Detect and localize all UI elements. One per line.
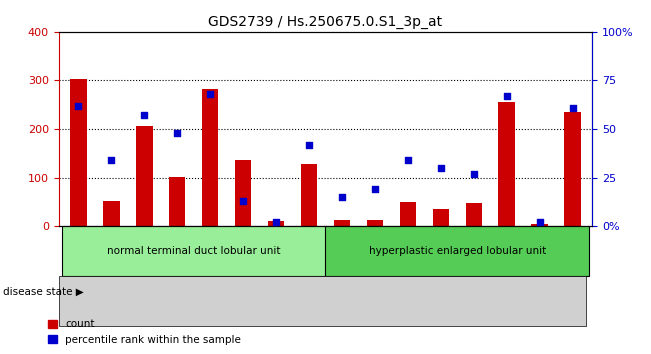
Bar xyxy=(400,202,416,226)
Text: normal terminal duct lobular unit: normal terminal duct lobular unit xyxy=(107,246,281,256)
Bar xyxy=(169,177,186,226)
Point xyxy=(501,93,512,99)
Text: GSM177456: GSM177456 xyxy=(140,230,149,277)
Bar xyxy=(465,203,482,226)
Point xyxy=(139,113,150,118)
Bar xyxy=(433,209,449,226)
Point xyxy=(304,142,314,147)
Point xyxy=(534,219,545,225)
Point xyxy=(106,157,117,163)
Bar xyxy=(235,160,251,226)
Text: disease state ▶: disease state ▶ xyxy=(3,287,84,297)
Bar xyxy=(70,79,87,226)
Text: GSM177449: GSM177449 xyxy=(436,230,445,277)
Bar xyxy=(301,165,317,226)
Text: GSM177453: GSM177453 xyxy=(568,230,577,277)
Title: GDS2739 / Hs.250675.0.S1_3p_at: GDS2739 / Hs.250675.0.S1_3p_at xyxy=(208,16,443,29)
Point xyxy=(370,187,380,192)
Text: hyperplastic enlarged lobular unit: hyperplastic enlarged lobular unit xyxy=(368,246,546,256)
Point xyxy=(238,198,248,204)
Text: GSM177458: GSM177458 xyxy=(206,230,215,276)
Bar xyxy=(62,226,326,276)
Point xyxy=(469,171,479,177)
Point xyxy=(205,91,215,97)
Text: GSM177452: GSM177452 xyxy=(535,230,544,276)
Point xyxy=(403,157,413,163)
Bar xyxy=(367,220,383,226)
Text: GSM177460: GSM177460 xyxy=(271,230,281,277)
Bar xyxy=(202,89,218,226)
Legend: count, percentile rank within the sample: count, percentile rank within the sample xyxy=(44,315,245,349)
Text: GSM177459: GSM177459 xyxy=(239,230,247,277)
Text: GSM177461: GSM177461 xyxy=(305,230,314,276)
Text: GSM177455: GSM177455 xyxy=(107,230,116,277)
Point xyxy=(172,130,182,136)
Text: GSM177457: GSM177457 xyxy=(173,230,182,277)
Bar xyxy=(499,102,515,226)
Bar xyxy=(531,224,548,226)
Bar xyxy=(136,126,152,226)
Bar xyxy=(326,226,589,276)
Bar xyxy=(268,221,284,226)
Point xyxy=(337,194,347,200)
Bar xyxy=(103,201,120,226)
Text: GSM177448: GSM177448 xyxy=(404,230,412,276)
Point xyxy=(73,103,83,109)
Bar xyxy=(334,220,350,226)
Point xyxy=(436,165,446,171)
Text: GSM177451: GSM177451 xyxy=(502,230,511,276)
Point xyxy=(568,105,578,110)
Text: GSM177447: GSM177447 xyxy=(370,230,380,277)
Text: GSM177446: GSM177446 xyxy=(337,230,346,277)
Text: GSM177454: GSM177454 xyxy=(74,230,83,277)
Point xyxy=(271,219,281,225)
Text: GSM177450: GSM177450 xyxy=(469,230,478,277)
Bar xyxy=(564,113,581,226)
